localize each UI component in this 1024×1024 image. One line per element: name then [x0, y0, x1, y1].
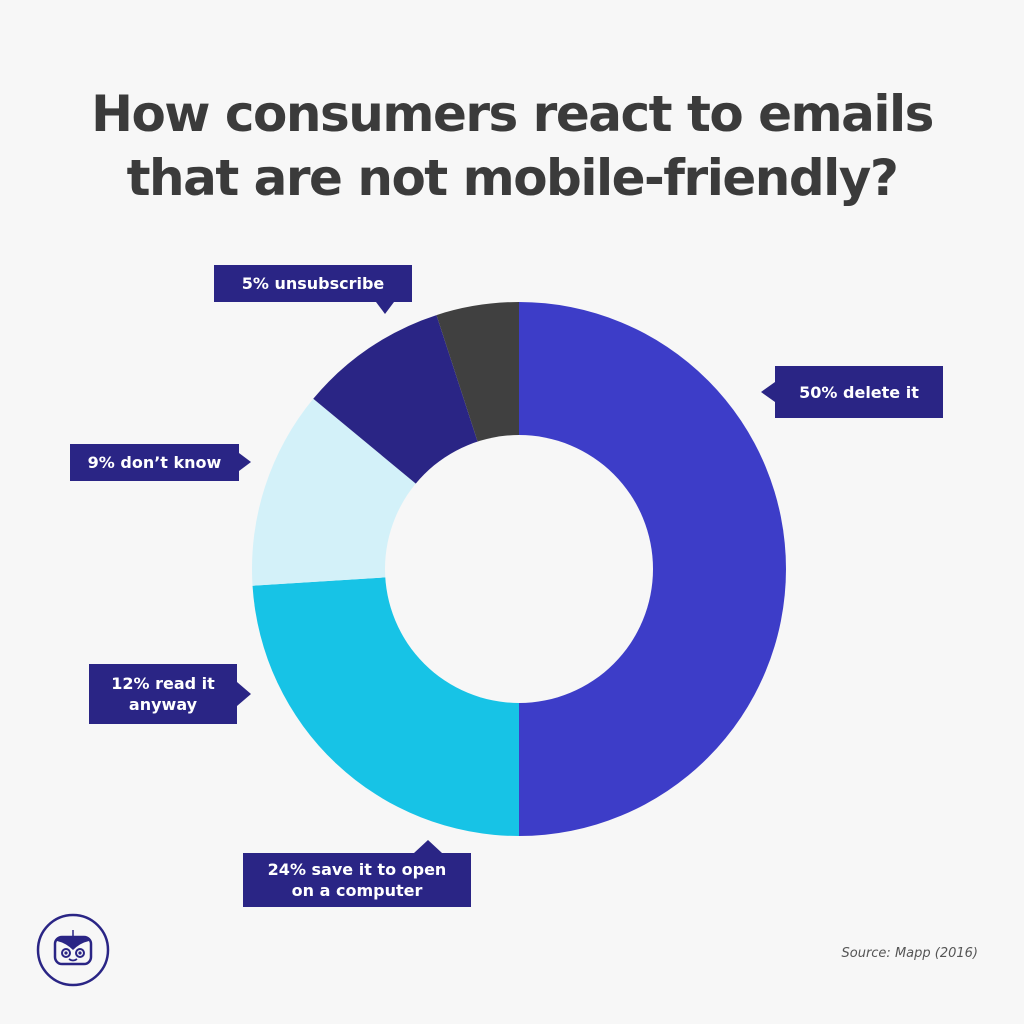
label-save-text-1: 24% save it to open	[267, 860, 447, 879]
label-unsubscribe-text: 5% unsubscribe	[241, 274, 385, 293]
label-read-text-1: 12% read it	[111, 674, 215, 693]
pointer-save	[414, 840, 442, 853]
pointer-unsubscribe	[376, 302, 394, 314]
pointer-delete	[761, 382, 775, 402]
title-line-1: How consumers react to emails	[91, 85, 934, 143]
label-save: 24% save it to open on a computer	[243, 853, 471, 907]
label-dont-know-text: 9% don’t know	[87, 453, 222, 472]
pointer-read	[237, 682, 251, 706]
label-save-text-2: on a computer	[291, 881, 423, 900]
label-read-text-2: anyway	[128, 695, 198, 714]
chart-title: How consumers react to emails that are n…	[0, 82, 1024, 210]
title-line-2: that are not mobile-friendly?	[126, 149, 899, 207]
donut-hole	[385, 435, 653, 703]
label-delete-text: 50% delete it	[799, 382, 919, 402]
label-delete: 50% delete it	[775, 366, 943, 418]
robot-logo-icon	[36, 913, 110, 987]
source-note: Source: Mapp (2016)	[841, 946, 979, 961]
label-unsubscribe: 5% unsubscribe	[214, 265, 412, 302]
label-dont-know: 9% don’t know	[70, 444, 239, 481]
pointer-dont-know	[239, 453, 251, 471]
label-read: 12% read it anyway	[89, 664, 237, 724]
